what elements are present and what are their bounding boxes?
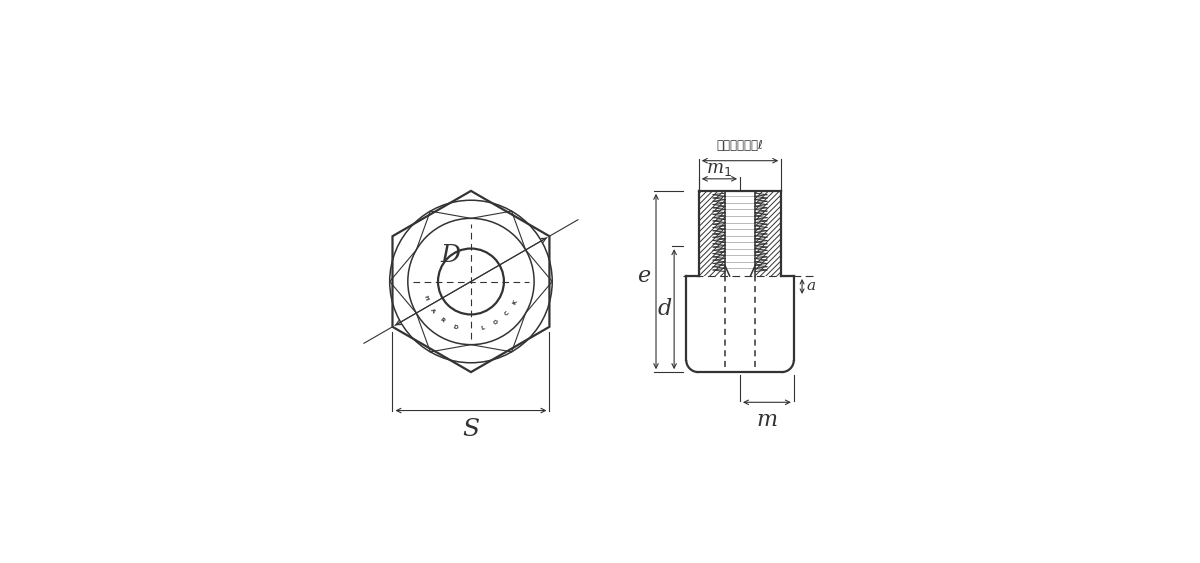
Text: セットの高さℓ: セットの高さℓ (716, 139, 763, 152)
Text: e: e (637, 265, 650, 287)
Text: H: H (422, 295, 428, 301)
Text: D: D (440, 244, 461, 267)
Text: K: K (511, 299, 518, 305)
Text: L: L (480, 325, 485, 331)
Text: C: C (504, 311, 510, 317)
Text: m$_1$: m$_1$ (707, 160, 732, 178)
Text: S: S (462, 418, 480, 441)
Text: R: R (439, 317, 445, 324)
Text: A: A (428, 307, 436, 314)
Text: D: D (452, 324, 458, 330)
Text: a: a (806, 279, 816, 293)
Text: d: d (658, 298, 671, 320)
Text: m: m (756, 409, 778, 431)
Text: O: O (493, 319, 499, 326)
